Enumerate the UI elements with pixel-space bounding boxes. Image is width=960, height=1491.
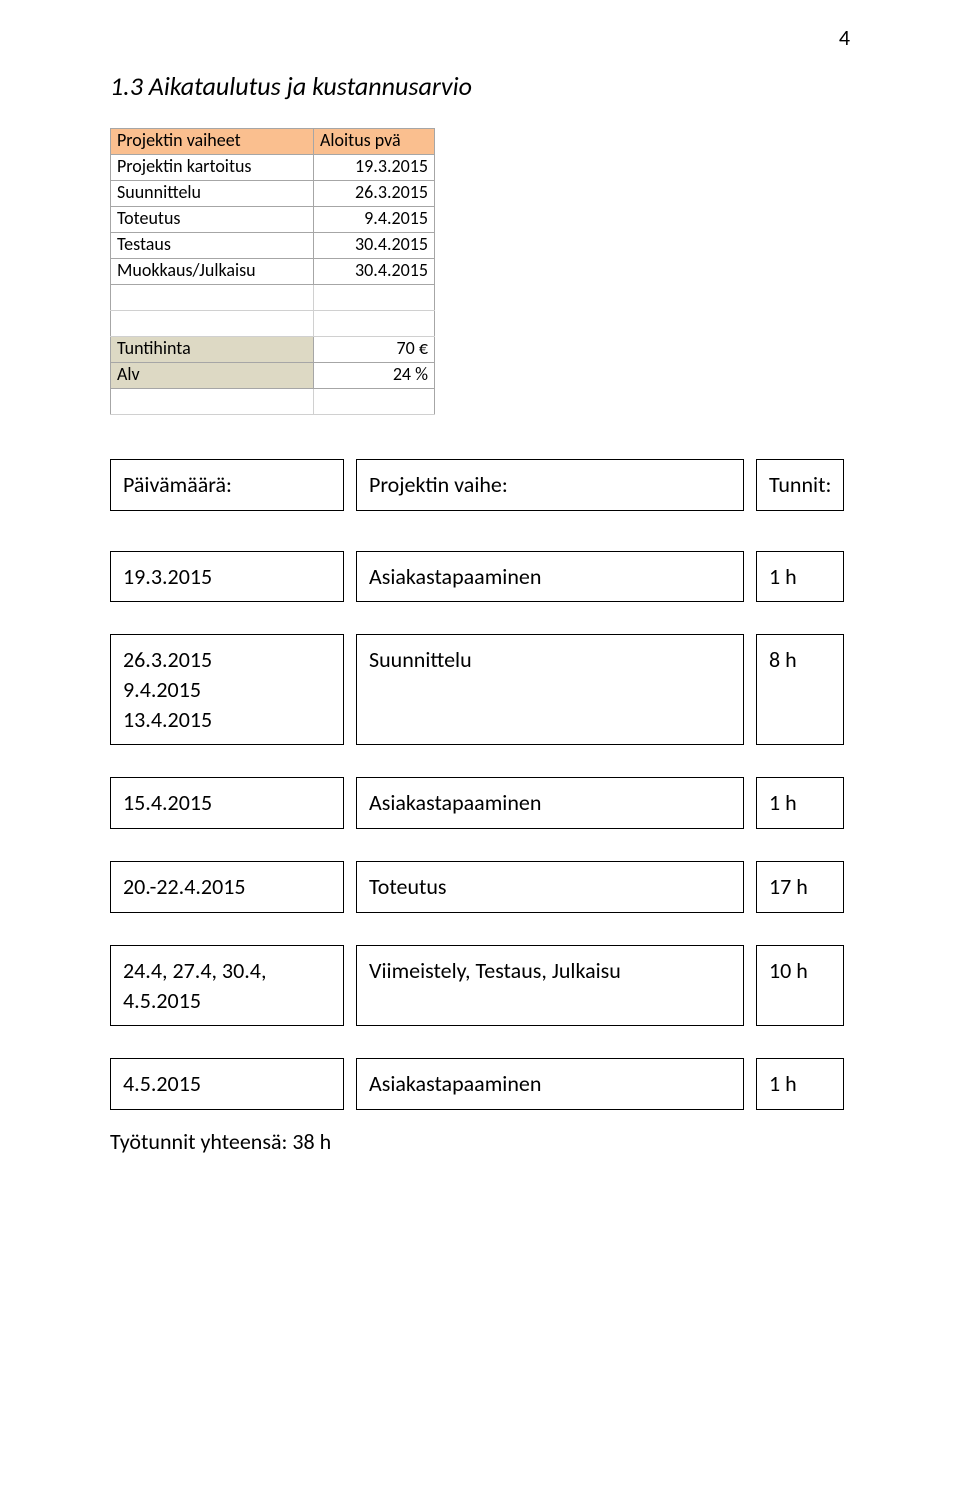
spreadsheet-header-a: Projektin vaiheet xyxy=(111,129,314,155)
log-date: 15.4.2015 xyxy=(110,777,344,829)
log-row: 15.4.2015 Asiakastapaaminen 1 h xyxy=(110,777,850,829)
log-row: 4.5.2015 Asiakastapaaminen 1 h xyxy=(110,1058,850,1110)
total-hours: Työtunnit yhteensä: 38 h xyxy=(110,1128,850,1155)
table-row: Alv24 % xyxy=(111,363,435,389)
log-date-line: 9.4.2015 xyxy=(123,675,331,705)
log-date: 26.3.2015 9.4.2015 13.4.2015 xyxy=(110,634,344,745)
table-row: Projektin kartoitus19.3.2015 xyxy=(111,155,435,181)
log-header-date: Päivämäärä: xyxy=(110,459,344,511)
log-hours: 1 h xyxy=(756,777,844,829)
spreadsheet-table: Projektin vaiheet Aloitus pvä Projektin … xyxy=(110,128,435,415)
log-row: 26.3.2015 9.4.2015 13.4.2015 Suunnittelu… xyxy=(110,634,850,745)
spreadsheet-header-b: Aloitus pvä xyxy=(314,129,435,155)
log-row: 19.3.2015 Asiakastapaaminen 1 h xyxy=(110,551,850,603)
table-row: Suunnittelu26.3.2015 xyxy=(111,181,435,207)
log-date-line: 26.3.2015 xyxy=(123,645,331,675)
log-hours: 1 h xyxy=(756,1058,844,1110)
log-row: 24.4, 27.4, 30.4, 4.5.2015 Viimeistely, … xyxy=(110,945,850,1026)
log-phase: Toteutus xyxy=(356,861,744,913)
log-row: 20.-22.4.2015 Toteutus 17 h xyxy=(110,861,850,913)
table-row: Testaus30.4.2015 xyxy=(111,233,435,259)
log-phase: Suunnittelu xyxy=(356,634,744,745)
log-phase: Asiakastapaaminen xyxy=(356,1058,744,1110)
log-hours: 1 h xyxy=(756,551,844,603)
log-hours: 17 h xyxy=(756,861,844,913)
table-row-empty xyxy=(111,285,435,311)
log-phase: Viimeistely, Testaus, Julkaisu xyxy=(356,945,744,1026)
log-header-row: Päivämäärä: Projektin vaihe: Tunnit: xyxy=(110,459,850,511)
log-header-hours: Tunnit: xyxy=(756,459,844,511)
log-date: 20.-22.4.2015 xyxy=(110,861,344,913)
section-heading: 1.3 Aikataulutus ja kustannusarvio xyxy=(110,70,850,102)
page-number: 4 xyxy=(839,24,850,51)
log-date: 24.4, 27.4, 30.4, 4.5.2015 xyxy=(110,945,344,1026)
log-date: 19.3.2015 xyxy=(110,551,344,603)
log-phase: Asiakastapaaminen xyxy=(356,551,744,603)
log-date-line: 13.4.2015 xyxy=(123,705,331,735)
log-hours: 10 h xyxy=(756,945,844,1026)
table-row: Tuntihinta70 € xyxy=(111,337,435,363)
log-hours: 8 h xyxy=(756,634,844,745)
log-phase: Asiakastapaaminen xyxy=(356,777,744,829)
table-row: Muokkaus/Julkaisu30.4.2015 xyxy=(111,259,435,285)
table-row-empty xyxy=(111,311,435,337)
table-row-empty xyxy=(111,389,435,415)
table-row: Toteutus9.4.2015 xyxy=(111,207,435,233)
log-date: 4.5.2015 xyxy=(110,1058,344,1110)
log-header-phase: Projektin vaihe: xyxy=(356,459,744,511)
